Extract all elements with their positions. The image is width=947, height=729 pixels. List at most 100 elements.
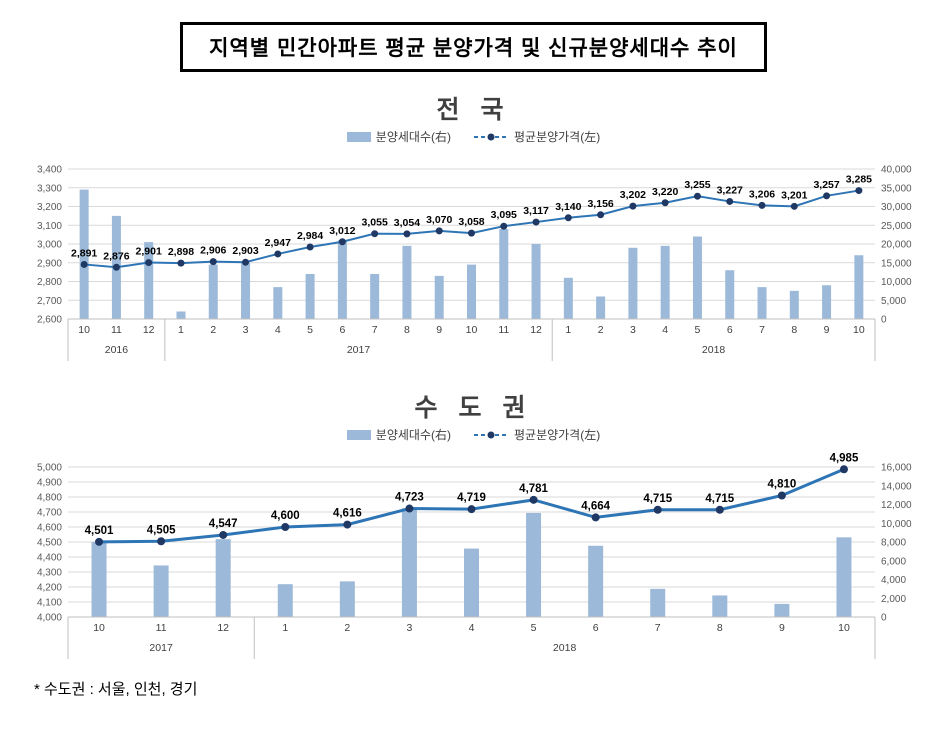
line-marker xyxy=(306,243,314,251)
bar xyxy=(277,584,293,617)
line-marker xyxy=(157,537,166,546)
line-marker xyxy=(435,227,443,235)
month-label: 2 xyxy=(598,324,604,336)
month-label: 5 xyxy=(695,324,701,336)
month-label: 3 xyxy=(407,622,413,634)
bar xyxy=(725,270,735,319)
month-label: 10 xyxy=(838,622,850,634)
chart-canvas: 4,000 4,100 4,200 4,300 4,400 4,500 4,600 4,700… xyxy=(37,452,912,659)
line-marker xyxy=(343,520,352,529)
right-axis-tick: 16,000 xyxy=(881,463,912,474)
year-label: 2017 xyxy=(347,344,371,356)
data-label: 4,723 xyxy=(395,492,424,504)
month-label: 6 xyxy=(727,324,733,336)
legend-item-line: 평균분양가격(左) xyxy=(473,426,600,443)
line-marker xyxy=(758,201,766,209)
data-label: 3,095 xyxy=(491,209,517,221)
right-axis-tick: 40,000 xyxy=(881,165,912,176)
legend-label-line: 평균분양가격(左) xyxy=(513,428,601,442)
right-axis-tick: 6,000 xyxy=(881,556,906,567)
chart-legend-national: 분양세대수(右) 평균분양가격(左) xyxy=(0,128,947,145)
bar xyxy=(531,244,541,319)
month-label: 1 xyxy=(282,622,288,634)
data-label: 4,719 xyxy=(457,492,486,504)
bar xyxy=(91,542,107,617)
month-label: 2 xyxy=(210,324,216,336)
data-label: 2,984 xyxy=(297,230,323,242)
legend-label-bar: 분양세대수(右) xyxy=(375,130,451,144)
line-marker xyxy=(726,197,734,205)
month-label: 4 xyxy=(469,622,475,634)
combo-chart-metro: 4,000 4,100 4,200 4,300 4,400 4,500 4,600 4,700… xyxy=(6,443,941,668)
left-axis-tick: 3,300 xyxy=(37,183,62,194)
line-marker xyxy=(371,230,379,238)
month-label: 5 xyxy=(531,622,537,634)
data-label: 4,547 xyxy=(209,518,238,530)
page-title-text: 지역별 민간아파트 평균 분양가격 및 신규분양세대수 추이 xyxy=(209,37,738,60)
month-label: 12 xyxy=(143,324,155,336)
footnote: * 수도권 : 서울, 인천, 경기 xyxy=(34,681,198,698)
data-label: 3,055 xyxy=(362,217,388,229)
right-axis-tick: 8,000 xyxy=(881,538,906,549)
line-marker xyxy=(145,259,153,267)
month-label: 3 xyxy=(630,324,636,336)
line-swatch-icon xyxy=(473,133,508,140)
line-marker xyxy=(855,187,863,195)
bar xyxy=(526,512,542,617)
month-label: 12 xyxy=(530,324,542,336)
data-label: 4,664 xyxy=(581,500,610,512)
data-label: 3,054 xyxy=(394,217,420,229)
right-axis-tick: 25,000 xyxy=(881,221,912,232)
bar xyxy=(588,545,604,617)
left-axis-tick: 4,900 xyxy=(37,478,62,489)
year-label: 2018 xyxy=(702,344,726,356)
left-axis-tick: 4,300 xyxy=(37,568,62,579)
data-label: 4,715 xyxy=(643,493,672,505)
legend-item-bar: 분양세대수(右) xyxy=(346,426,451,443)
line-marker xyxy=(500,222,508,230)
line-marker xyxy=(591,513,600,522)
year-label: 2018 xyxy=(553,642,577,654)
month-label: 8 xyxy=(404,324,410,336)
data-label: 3,227 xyxy=(717,184,743,196)
month-label: 7 xyxy=(759,324,765,336)
left-axis-tick: 3,200 xyxy=(37,202,62,213)
line-marker xyxy=(653,505,662,514)
data-label: 3,257 xyxy=(813,179,839,191)
month-label: 1 xyxy=(565,324,571,336)
bar xyxy=(757,287,767,319)
bar xyxy=(712,595,728,617)
line-marker xyxy=(338,238,346,246)
data-label: 2,898 xyxy=(168,246,194,258)
right-axis-tick: 14,000 xyxy=(881,481,912,492)
left-axis-tick: 2,900 xyxy=(37,258,62,269)
data-label: 4,505 xyxy=(147,524,176,536)
line-marker xyxy=(529,495,538,504)
line-marker xyxy=(823,192,831,200)
line-marker xyxy=(468,229,475,237)
data-label: 3,206 xyxy=(749,188,775,200)
month-label: 11 xyxy=(111,324,122,336)
right-axis-tick: 0 xyxy=(881,315,887,326)
bar xyxy=(499,229,509,319)
line-marker xyxy=(629,202,637,210)
chart-section-metro: 수 도 권 분양세대수(右) 평균분양가격(左) 4,000 4,100 4,200… xyxy=(0,388,947,668)
chart-canvas: 2,600 2,700 2,800 2,900 3,000 3,100 3,200 3,300… xyxy=(37,165,912,361)
line-marker xyxy=(281,523,290,531)
combo-chart-national: 2,600 2,700 2,800 2,900 3,000 3,100 3,200 3,300… xyxy=(6,145,941,370)
month-label: 10 xyxy=(466,324,478,336)
data-label: 2,906 xyxy=(200,245,226,257)
month-label: 1 xyxy=(178,324,184,336)
bar xyxy=(153,565,169,617)
right-axis-tick: 4,000 xyxy=(881,575,906,586)
bar xyxy=(789,290,799,319)
bar-swatch-icon xyxy=(346,131,371,142)
line-marker xyxy=(839,465,848,474)
chart-section-national: 전 국 분양세대수(右) 평균분양가격(左) 2,600 2,700 2,800 2,… xyxy=(0,90,947,370)
bar xyxy=(401,508,417,617)
data-label: 4,616 xyxy=(333,508,362,520)
bar xyxy=(370,274,380,319)
line-marker xyxy=(177,259,185,267)
left-axis-tick: 2,700 xyxy=(37,296,62,307)
right-axis-tick: 20,000 xyxy=(881,240,912,251)
